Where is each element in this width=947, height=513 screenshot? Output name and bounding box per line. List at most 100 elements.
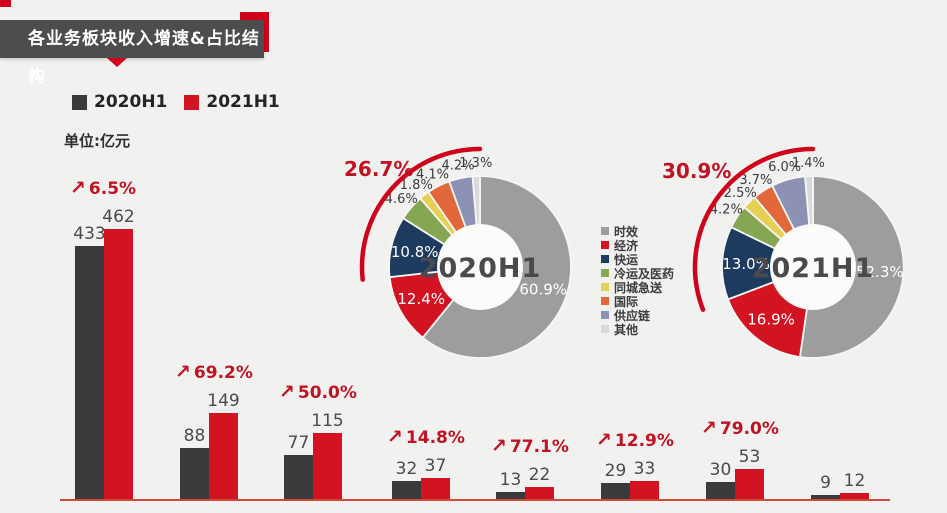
donut-center-hole xyxy=(770,224,856,310)
bar-legend: 2020H1 2021H1 xyxy=(72,92,290,112)
donut-legend-swatch xyxy=(601,297,609,305)
donut-value-冷运及医药: 4.6% xyxy=(385,192,418,207)
growth-label-1: ↗ 6.5% xyxy=(70,176,137,199)
bar-value-2021h1-8: 12 xyxy=(843,470,866,491)
up-right-arrow-icon: ↗ xyxy=(596,428,612,451)
donut-value-供应链: 6.0% xyxy=(768,160,801,175)
donut-value-供应链: 4.2% xyxy=(441,158,474,173)
donut-value-同城急送: 1.8% xyxy=(400,178,433,193)
bar-2021h1-3 xyxy=(313,432,342,500)
donut-chart-2021h1: 52.3% 16.9% 13.0% 4.2% 2.5%3.7%6.0%1.4% xyxy=(692,146,905,359)
donut-value-其他: 1.3% xyxy=(459,156,492,171)
growth-label-7: ↗ 79.0% xyxy=(701,416,779,439)
up-right-arrow-icon: ↗ xyxy=(175,360,191,383)
donut-legend-item-时效: 时效 xyxy=(601,224,674,239)
bar-value-2020h1-6: 29 xyxy=(604,460,627,481)
donut-legend-label: 其他 xyxy=(614,322,639,337)
bar-2020h1-6 xyxy=(601,482,630,500)
donut-2020h1-growth-label: 26.7% xyxy=(344,157,414,181)
donut-2021h1-growth-label: 30.9% xyxy=(662,159,732,183)
bar-value-2021h1-4: 37 xyxy=(424,456,447,477)
bar-value-2020h1-7: 30 xyxy=(709,460,732,481)
bar-value-2021h1-3: 115 xyxy=(311,410,344,431)
donut-value-经济: 12.4% xyxy=(397,290,445,308)
title-pointer-triangle-icon xyxy=(107,58,127,67)
up-right-arrow-icon: ↗ xyxy=(279,380,295,403)
donut-value-经济: 16.9% xyxy=(747,310,795,328)
donut-legend-swatch xyxy=(601,311,609,319)
bar-2020h1-1 xyxy=(75,246,104,500)
donut-legend-swatch xyxy=(601,241,609,249)
bar-value-2020h1-5: 13 xyxy=(499,470,522,491)
donut-legend-item-供应链: 供应链 xyxy=(601,308,674,323)
donut-legend-label: 国际 xyxy=(614,294,639,309)
bar-2021h1-2 xyxy=(209,412,238,500)
growth-label-6: ↗ 12.9% xyxy=(596,428,674,451)
page-title: 各业务板块收入增速&占比结构 xyxy=(0,20,264,87)
donut-value-冷运及医药: 4.2% xyxy=(710,203,743,218)
donut-legend-item-国际: 国际 xyxy=(601,294,674,309)
legend-label-2021h1: 2021H1 xyxy=(206,92,280,112)
up-right-arrow-icon: ↗ xyxy=(387,426,403,449)
bar-2020h1-7 xyxy=(706,482,735,500)
bar-2020h1-2 xyxy=(180,448,209,500)
donut-legend-label: 冷运及医药 xyxy=(614,266,675,281)
donut-center-hole xyxy=(437,224,523,310)
growth-label-5: ↗ 77.1% xyxy=(491,435,569,458)
donut-value-其他: 1.4% xyxy=(792,156,825,171)
up-right-arrow-icon: ↗ xyxy=(70,176,86,199)
bar-2020h1-4 xyxy=(392,481,421,500)
bar-2021h1-6 xyxy=(630,480,659,500)
donut-slice-快运 xyxy=(721,225,816,301)
donut-2020h1-center-label: 2020H1 xyxy=(418,253,542,284)
growth-label-2: ↗ 69.2% xyxy=(175,360,253,383)
donut-value-快运: 10.8% xyxy=(391,243,439,261)
bar-2020h1-5 xyxy=(496,492,525,500)
bar-value-2020h1-2: 88 xyxy=(183,426,206,447)
donut-legend-label: 供应链 xyxy=(614,308,651,323)
donut-legend-item-同城急送: 同城急送 xyxy=(601,280,674,295)
donut-legend-label: 时效 xyxy=(614,224,639,239)
growth-label-3: ↗ 50.0% xyxy=(279,380,357,403)
up-right-arrow-icon: ↗ xyxy=(491,435,507,458)
growth-arc xyxy=(692,146,816,312)
corner-accent xyxy=(0,0,11,7)
donut-legend-swatch xyxy=(601,227,609,235)
donut-legend: 时效 经济 快运 冷运及医药 同城急送 国际 供应链 其他 xyxy=(601,224,675,337)
bar-value-2021h1-5: 22 xyxy=(528,465,551,486)
donut-legend-swatch xyxy=(601,283,609,291)
donut-value-国际: 4.1% xyxy=(416,168,449,183)
bar-value-2021h1-2: 149 xyxy=(207,390,240,411)
legend-swatch-2021h1 xyxy=(184,94,200,110)
legend-label-2020h1: 2020H1 xyxy=(94,92,168,112)
bar-2021h1-5 xyxy=(525,487,554,500)
bar-2021h1-7 xyxy=(735,468,764,500)
bar-value-2020h1-3: 77 xyxy=(287,432,310,453)
bar-value-2020h1-4: 32 xyxy=(395,459,418,480)
donut-legend-item-经济: 经济 xyxy=(601,238,674,253)
growth-label-4: ↗ 14.8% xyxy=(387,426,465,449)
donut-2021h1-center-label: 2021H1 xyxy=(751,253,875,284)
donut-value-同城急送: 2.5% xyxy=(724,186,757,201)
bar-value-2021h1-1: 462 xyxy=(102,206,135,227)
x-axis-line xyxy=(60,499,890,501)
donut-value-时效: 60.9% xyxy=(519,280,567,298)
donut-legend-label: 经济 xyxy=(614,238,639,253)
bar-2020h1-3 xyxy=(284,454,313,500)
unit-label: 单位:亿元 xyxy=(64,132,130,150)
bar-2021h1-8 xyxy=(840,492,869,500)
up-right-arrow-icon: ↗ xyxy=(701,416,717,439)
page-title-text: 各业务板块收入增速&占比结构 xyxy=(28,29,260,87)
donut-value-快运: 13.0% xyxy=(722,255,770,273)
bar-2021h1-1 xyxy=(104,228,133,500)
donut-chart-2020h1: 60.9% 12.4% 10.8% 4.6%1.8%4.1%4.2%1.3% xyxy=(359,146,572,359)
bar-value-2020h1-8: 9 xyxy=(820,472,831,493)
legend-swatch-2020h1 xyxy=(72,94,87,110)
bar-2020h1-8 xyxy=(811,494,840,500)
donut-legend-item-冷运及医药: 冷运及医药 xyxy=(601,266,675,281)
donut-legend-label: 同城急送 xyxy=(614,280,663,295)
donut-legend-swatch xyxy=(601,269,609,277)
donut-legend-item-快运: 快运 xyxy=(601,252,674,267)
